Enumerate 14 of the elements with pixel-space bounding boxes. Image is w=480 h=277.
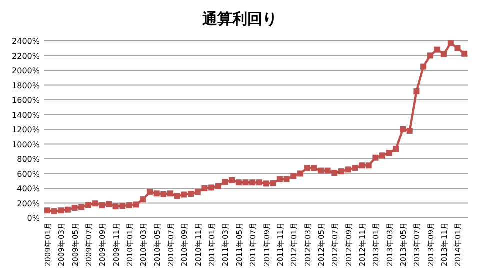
y-tick-label: 800% <box>17 155 40 164</box>
y-tick-label: 1400% <box>12 110 40 120</box>
y-tick-label: 0% <box>27 214 40 223</box>
chart-title: 通算利回り <box>202 10 278 28</box>
y-tick-label: 2200% <box>12 52 40 61</box>
y-tick-label: 600% <box>17 170 40 179</box>
y-tick-label: 1600% <box>12 96 40 105</box>
y-tick-label: 1000% <box>12 140 40 150</box>
y-tick-label: 1800% <box>12 81 40 90</box>
y-tick-label: 2400% <box>12 37 40 46</box>
y-tick-label: 400% <box>17 184 40 194</box>
y-tick-label: 200% <box>17 199 40 208</box>
y-tick-label: 1200% <box>12 126 40 134</box>
y-tick-label: 2000% <box>12 66 40 76</box>
